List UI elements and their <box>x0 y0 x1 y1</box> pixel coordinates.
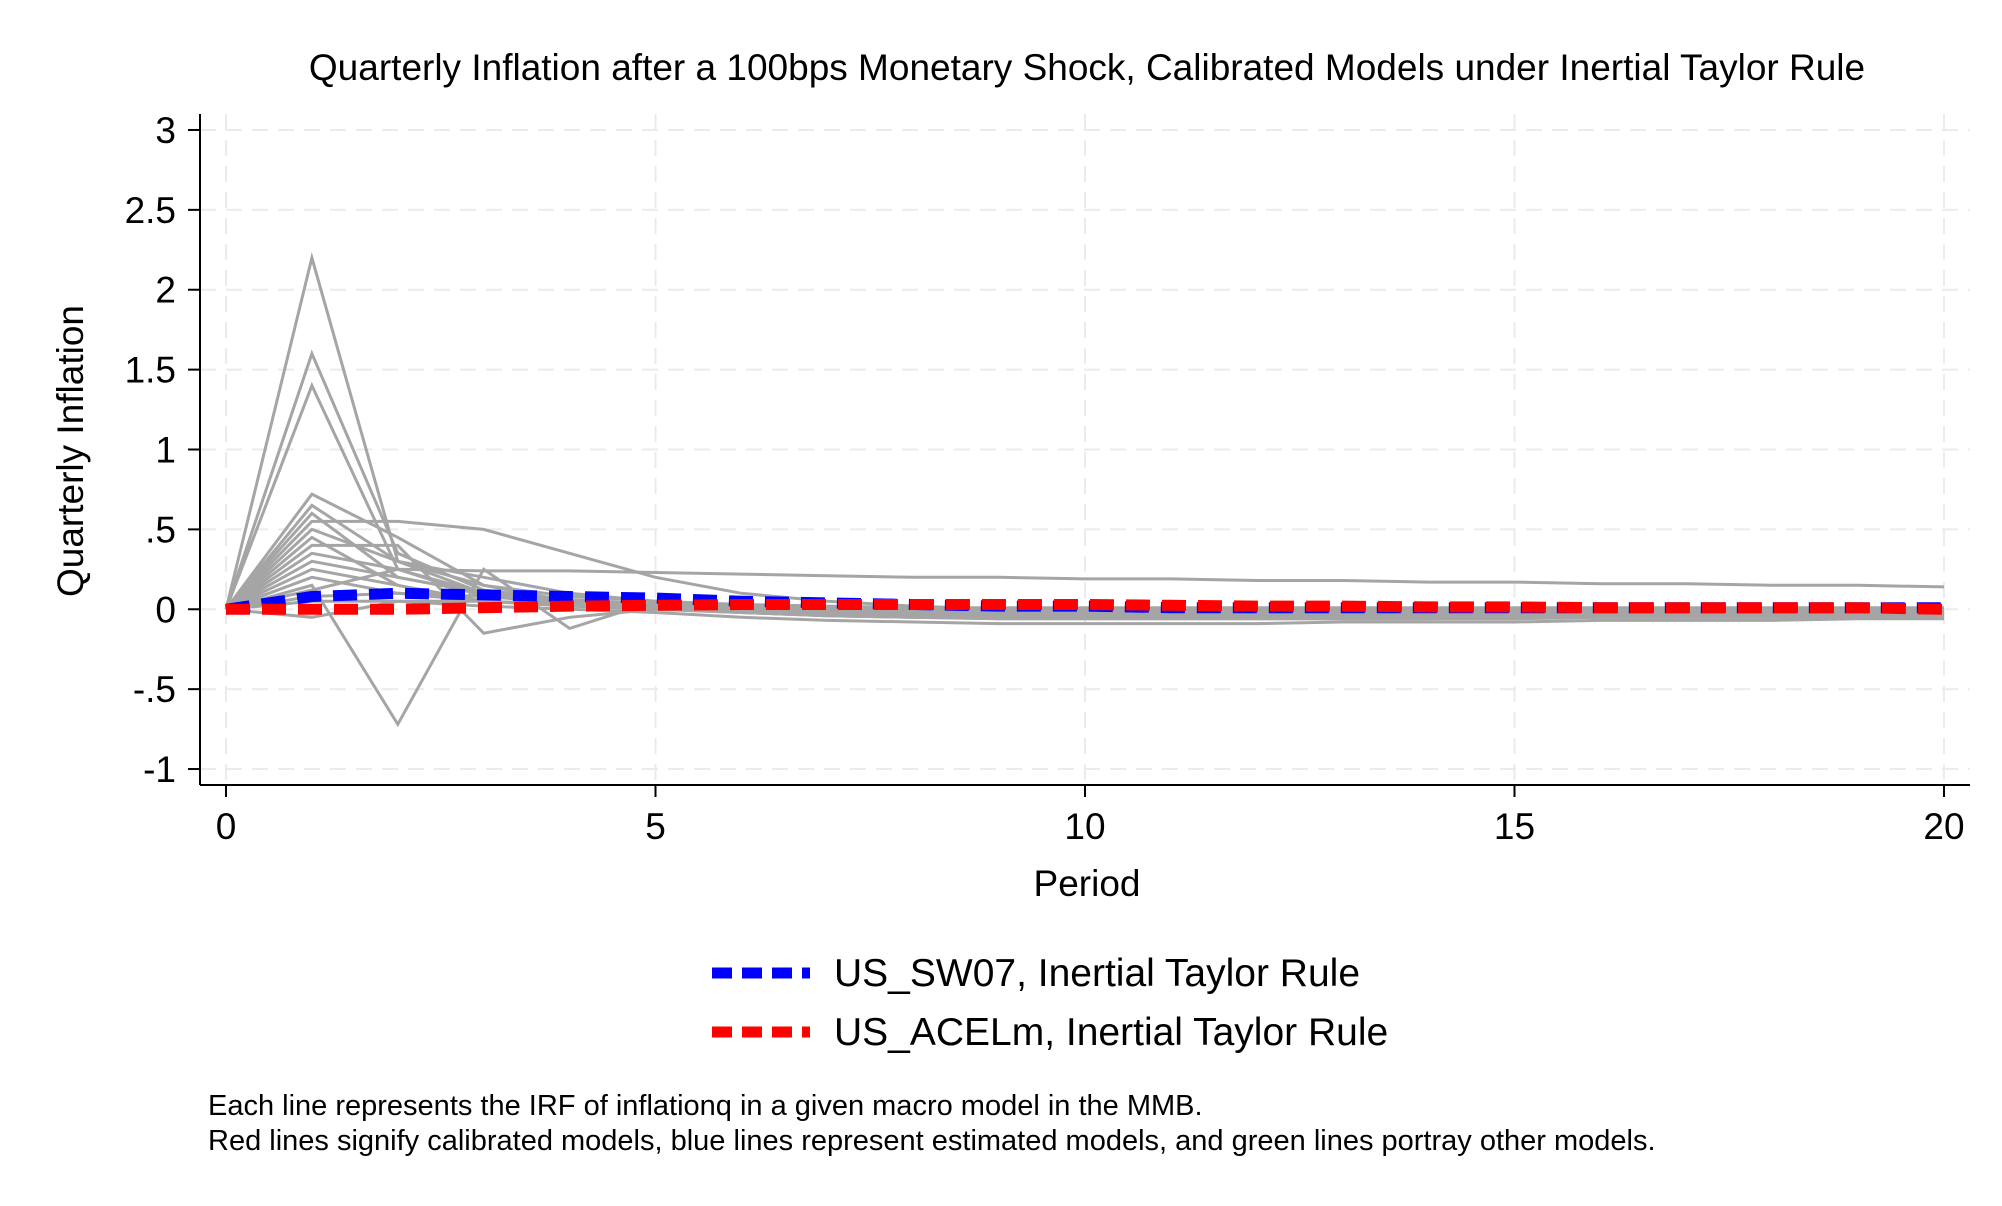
y-tick-label: .5 <box>145 509 176 550</box>
series-line-other-model <box>225 591 1944 621</box>
x-axis-title: Period <box>1034 863 1141 904</box>
series-line-other-model <box>225 567 1945 611</box>
legend-label-us-acelm: US_ACELm, Inertial Taylor Rule <box>834 1011 1388 1054</box>
x-tick-label: 5 <box>645 806 666 847</box>
series-line-other-model <box>225 599 1944 619</box>
x-tick-label: 15 <box>1494 806 1535 847</box>
chart-title: Quarterly Inflation after a 100bps Monet… <box>309 47 1865 88</box>
legend-item-us-sw07: US_SW07, Inertial Taylor Rule <box>712 952 1360 995</box>
y-axis-title: Quarterly Inflation <box>50 305 91 597</box>
legend-label-us-sw07: US_SW07, Inertial Taylor Rule <box>834 952 1360 995</box>
x-tick-label: 0 <box>216 806 237 847</box>
series-line-other-model <box>225 567 1944 728</box>
legend: US_SW07, Inertial Taylor Rule US_ACELm, … <box>712 952 1388 1054</box>
other-model-lines <box>224 251 1945 728</box>
y-tick-label: 0 <box>155 589 176 630</box>
y-tick-label: 1 <box>155 430 176 471</box>
y-tick-label: -.5 <box>133 669 176 710</box>
legend-item-us-acelm: US_ACELm, Inertial Taylor Rule <box>712 1011 1388 1054</box>
x-tick-label: 10 <box>1064 806 1105 847</box>
y-tick-label: 3 <box>155 110 176 151</box>
y-tick-label: 2 <box>155 270 176 311</box>
axis-ticks: -1 -.5 0 .5 1 1.5 2 2.5 3 0 5 10 15 20 <box>125 110 1965 847</box>
series-line-other-model <box>225 599 1944 626</box>
note-line-1: Each line represents the IRF of inflatio… <box>208 1090 1203 1122</box>
y-tick-label: -1 <box>143 749 176 790</box>
y-tick-label: 1.5 <box>125 350 176 391</box>
x-tick-label: 20 <box>1923 806 1964 847</box>
y-tick-label: 2.5 <box>125 190 176 231</box>
note-line-2: Red lines signify calibrated models, blu… <box>208 1125 1656 1157</box>
chart-notes: Each line represents the IRF of inflatio… <box>208 1090 1656 1157</box>
